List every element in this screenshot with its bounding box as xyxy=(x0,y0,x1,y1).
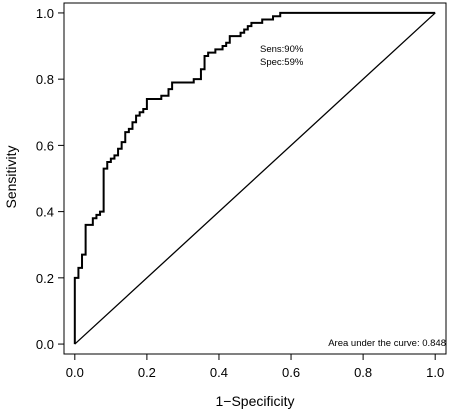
y-tick-label: 1.0 xyxy=(36,6,54,21)
y-tick-label: 0.8 xyxy=(36,72,54,87)
y-tick-label: 0.4 xyxy=(36,205,54,220)
y-tick-label: 0.2 xyxy=(36,271,54,286)
x-tick-label: 0.4 xyxy=(210,365,228,380)
specificity-annotation: Spec:59% xyxy=(260,57,304,68)
plot-area xyxy=(63,2,447,355)
reference-diagonal-line xyxy=(74,12,436,345)
x-tick-label: 0.0 xyxy=(66,365,84,380)
x-tick-label: 1.0 xyxy=(426,365,444,380)
x-tick-label: 0.2 xyxy=(138,365,156,380)
x-tick-label: 0.6 xyxy=(282,365,300,380)
roc-curve-line xyxy=(73,11,436,345)
y-axis-title: Sensitivity xyxy=(3,145,19,208)
y-tick-label: 0.0 xyxy=(36,337,54,352)
y-tick-label: 0.6 xyxy=(36,138,54,153)
sensitivity-annotation: Sens:90% xyxy=(260,44,304,55)
x-axis-title: 1−Specificity xyxy=(216,393,295,409)
series-layer xyxy=(73,11,436,345)
tick-layer: 0.0 0.2 0.4 0.6 0.8 1.0 0.0 0.2 0.4 0.6 0.8 1.0 xyxy=(36,6,444,380)
plot-frame xyxy=(63,2,447,355)
x-tick-label: 0.8 xyxy=(354,365,372,380)
auc-annotation: Area under the curve: 0.848 xyxy=(328,338,446,349)
